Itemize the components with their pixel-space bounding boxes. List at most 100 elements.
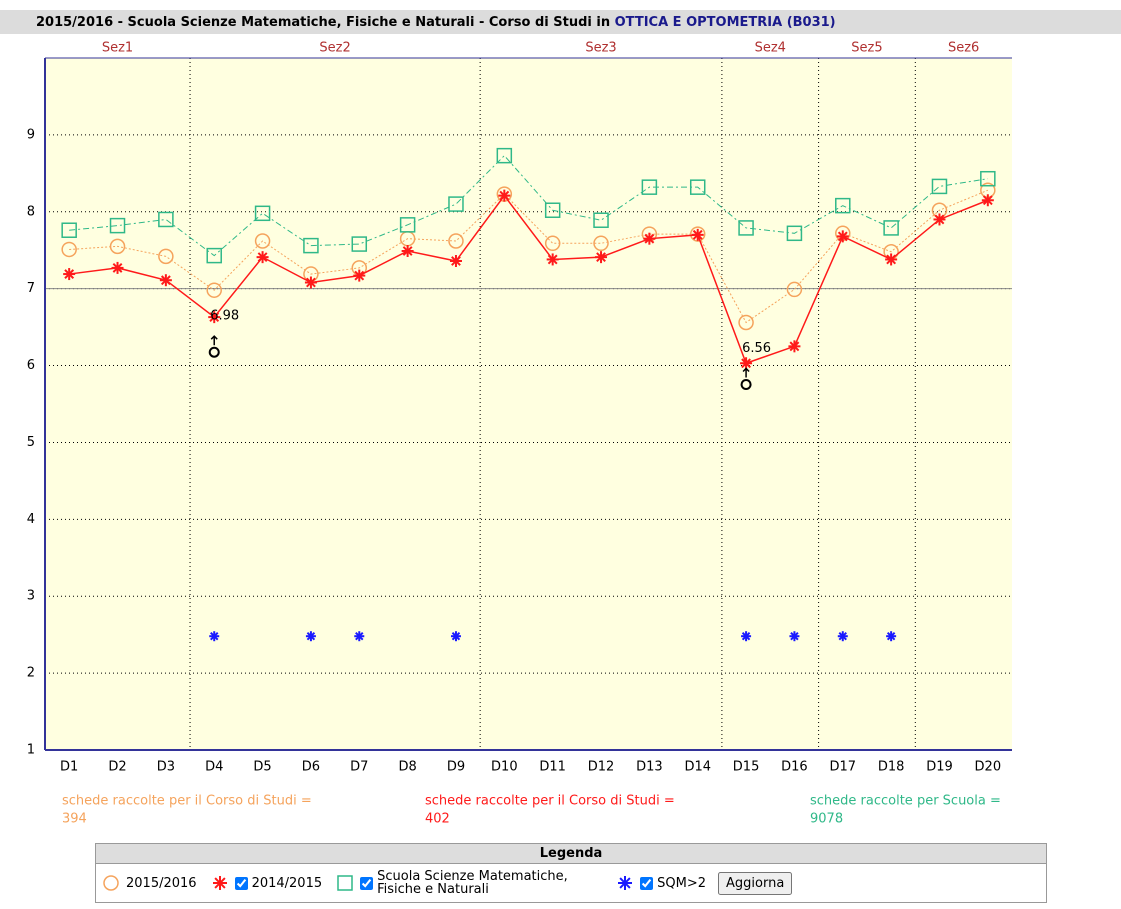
annotation: 6.98 bbox=[210, 309, 239, 324]
point bbox=[836, 230, 849, 243]
point-stroke bbox=[402, 246, 413, 256]
point bbox=[353, 269, 366, 282]
point bbox=[593, 235, 609, 252]
warning-arrow bbox=[210, 335, 218, 346]
point bbox=[883, 220, 899, 236]
count-label: schede raccolte per il Corso di Studi = bbox=[62, 794, 312, 809]
x-tick-label: D1 bbox=[60, 760, 78, 775]
point bbox=[254, 233, 271, 249]
point bbox=[544, 235, 561, 252]
x-tick-label: D12 bbox=[588, 760, 615, 775]
point-stroke bbox=[451, 631, 461, 641]
point-stroke bbox=[886, 631, 896, 641]
x-tick-label: D20 bbox=[975, 760, 1002, 775]
point bbox=[304, 276, 317, 289]
x-tick-label: D2 bbox=[108, 760, 126, 775]
legend-row: 2015/2016 2014/2015 Scuola Scienze Matemat… bbox=[96, 864, 1046, 902]
chart: 2015/2016 - Scuola Scienze Matematiche, … bbox=[0, 10, 1121, 827]
x-tick-label: D14 bbox=[684, 760, 711, 775]
point-stroke bbox=[692, 229, 703, 240]
point bbox=[837, 631, 848, 642]
count-value: 394 bbox=[62, 812, 87, 827]
x-tick-label: D5 bbox=[253, 760, 271, 775]
point bbox=[158, 211, 174, 228]
point-stroke bbox=[257, 252, 268, 263]
point-stroke bbox=[451, 256, 461, 266]
y-tick-label: 3 bbox=[27, 589, 35, 604]
point-stroke bbox=[354, 270, 365, 281]
point bbox=[980, 170, 996, 187]
point bbox=[593, 212, 609, 228]
point bbox=[61, 222, 77, 238]
legend-icon bbox=[618, 876, 633, 890]
title-highlight: OTTICA E OPTOMETRIA (B031) bbox=[615, 15, 836, 30]
y-tick-label: 4 bbox=[27, 512, 35, 527]
y-tick-label: 5 bbox=[27, 435, 35, 450]
point bbox=[351, 236, 368, 252]
y-tick-label: 6 bbox=[27, 358, 35, 373]
point-stroke bbox=[886, 254, 897, 265]
point bbox=[449, 254, 462, 267]
point bbox=[886, 631, 897, 642]
legend-checkbox[interactable] bbox=[640, 876, 654, 890]
section-label: Sez6 bbox=[948, 41, 979, 56]
x-tick-label: D3 bbox=[157, 760, 175, 775]
point bbox=[689, 226, 706, 242]
point bbox=[738, 314, 754, 331]
point-stroke bbox=[596, 252, 606, 263]
legend-marker bbox=[212, 876, 227, 890]
x-tick-label: D18 bbox=[878, 760, 905, 775]
legend-icon bbox=[103, 875, 119, 891]
point bbox=[835, 197, 851, 214]
section-label: Sez5 bbox=[851, 41, 882, 56]
point-stroke bbox=[213, 877, 226, 889]
y-tick-label: 2 bbox=[27, 666, 35, 681]
count-label: schede raccolte per il Corso di Studi = bbox=[425, 794, 675, 809]
point-stroke bbox=[209, 312, 220, 323]
point bbox=[981, 194, 994, 207]
point bbox=[788, 340, 801, 353]
point-stroke bbox=[741, 631, 751, 641]
series-line bbox=[69, 189, 989, 324]
point bbox=[159, 274, 172, 287]
point bbox=[448, 233, 464, 249]
point-stroke bbox=[355, 631, 364, 641]
legend-checkbox[interactable] bbox=[360, 876, 374, 890]
update-button[interactable]: Aggiorna bbox=[718, 871, 793, 895]
point-stroke bbox=[838, 631, 847, 641]
point bbox=[401, 244, 414, 257]
legend-icon bbox=[212, 876, 227, 890]
x-tick-label: D4 bbox=[205, 760, 223, 775]
point-stroke bbox=[790, 631, 799, 641]
warning-arrow bbox=[742, 367, 750, 378]
point bbox=[303, 237, 319, 254]
legend-title: Legenda bbox=[96, 844, 1046, 864]
point bbox=[305, 631, 316, 642]
x-tick-label: D10 bbox=[491, 760, 518, 775]
point bbox=[741, 631, 752, 642]
point-stroke bbox=[210, 631, 219, 641]
x-tick-label: D15 bbox=[733, 760, 760, 775]
point bbox=[109, 217, 126, 234]
title-bar bbox=[0, 10, 1121, 34]
point bbox=[786, 225, 803, 242]
point-stroke bbox=[619, 877, 631, 889]
series-line bbox=[69, 194, 989, 365]
section-label: Sez1 bbox=[102, 41, 133, 56]
point bbox=[738, 220, 754, 236]
x-tick-label: D8 bbox=[398, 760, 416, 775]
point-stroke bbox=[306, 277, 316, 288]
x-tick-label: D9 bbox=[447, 760, 465, 775]
series-line bbox=[69, 154, 988, 257]
legend-marker bbox=[103, 875, 119, 891]
point-stroke bbox=[741, 358, 751, 369]
point bbox=[786, 281, 803, 298]
legend-checkbox[interactable] bbox=[234, 876, 248, 890]
x-tick-label: D13 bbox=[636, 760, 663, 775]
title-main: 2015/2016 - Scuola Scienze Matematiche, … bbox=[36, 15, 610, 30]
section-label: Sez4 bbox=[755, 41, 786, 56]
point bbox=[354, 631, 365, 642]
point-stroke bbox=[64, 269, 75, 279]
point bbox=[254, 205, 271, 222]
